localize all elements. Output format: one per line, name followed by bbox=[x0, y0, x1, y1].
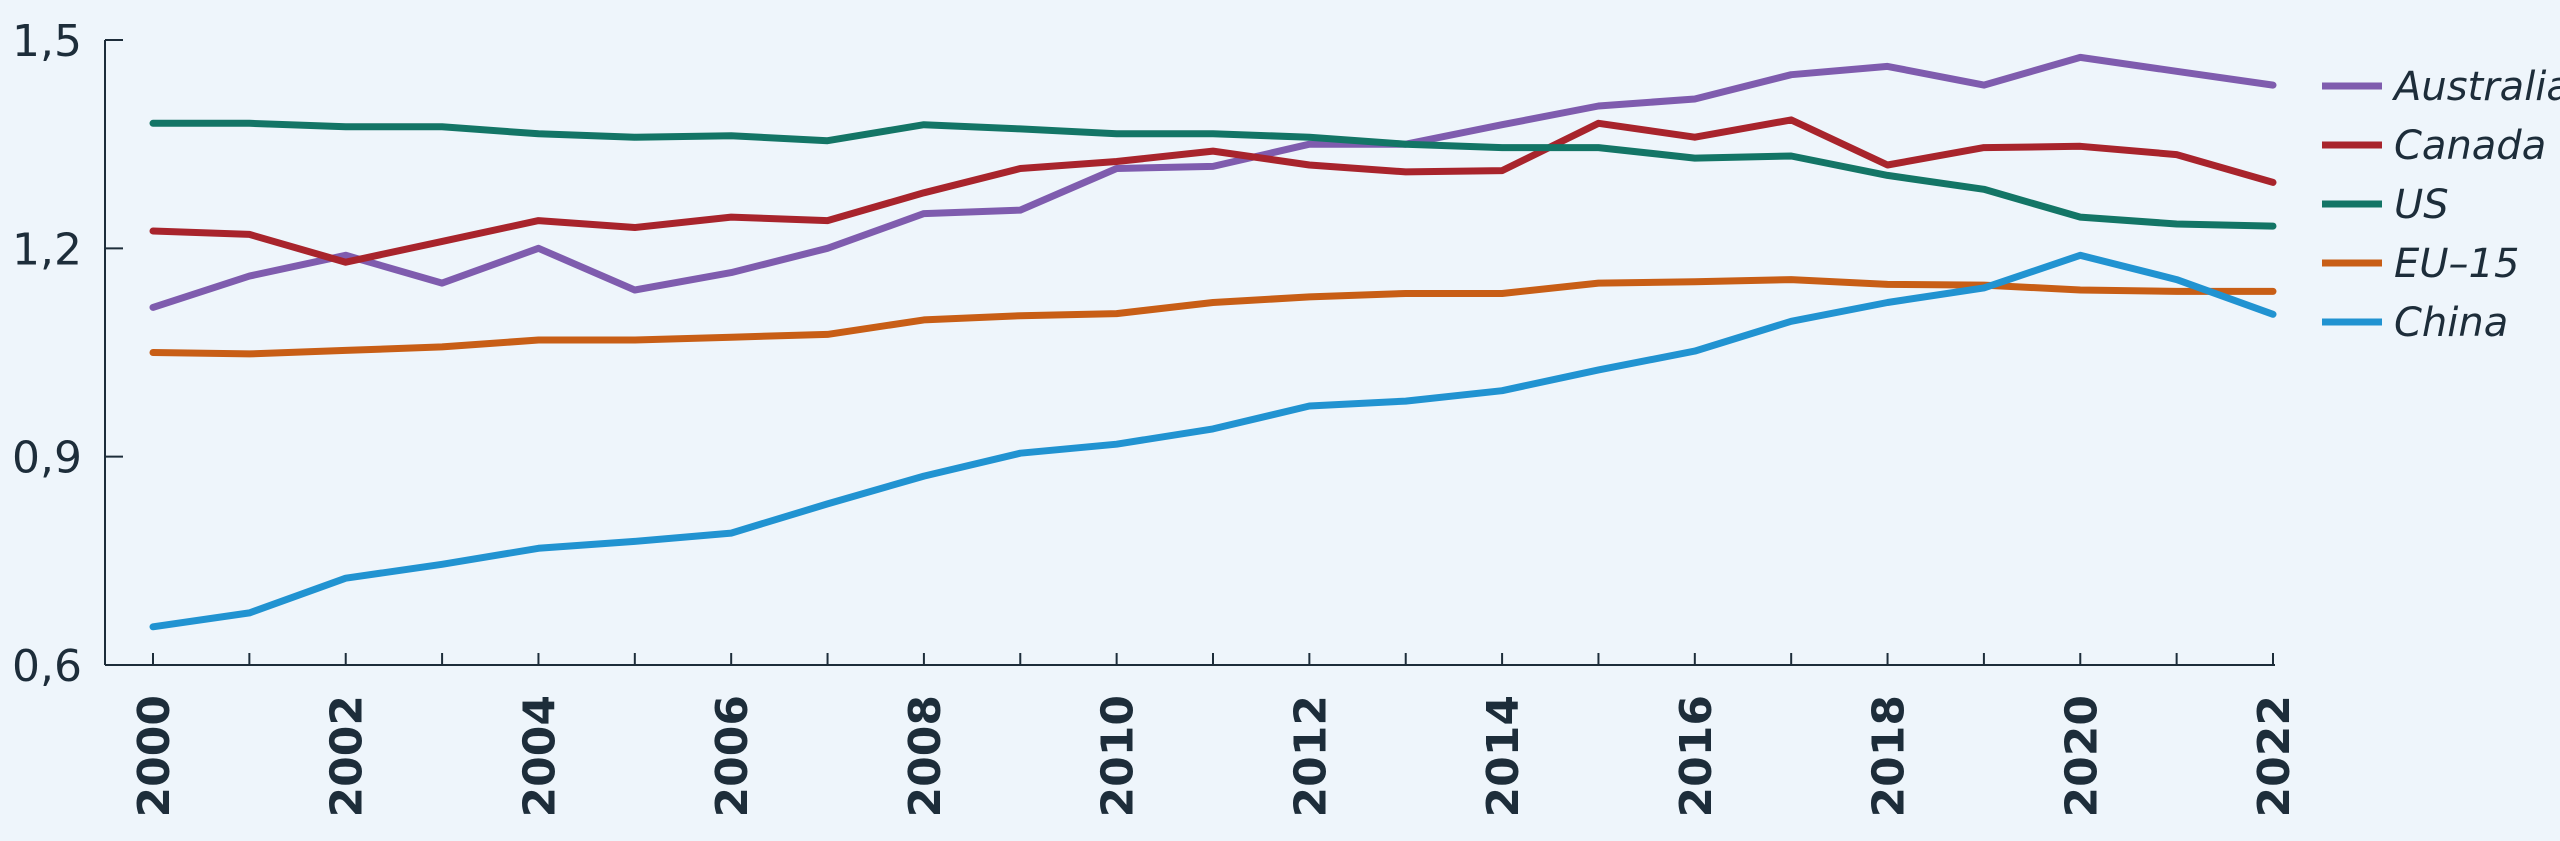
series-line-eu-15 bbox=[149, 276, 2277, 358]
y-tick-label: 0,9 bbox=[12, 433, 82, 484]
x-tick-label: 2020 bbox=[2056, 695, 2107, 817]
legend-label-china: China bbox=[2394, 300, 2508, 346]
x-tick-label: 2000 bbox=[129, 695, 180, 817]
chart-legend: Australia Canada US EU–15 China bbox=[2322, 64, 2560, 346]
series-line-australia bbox=[149, 53, 2277, 311]
chart-axes: 0,6 0,9 1,2 1,5 2000 2002 2004 2006 2008 2010 2012… bbox=[12, 16, 2300, 817]
legend-label-australia: Australia bbox=[2391, 64, 2560, 110]
chart-series bbox=[149, 53, 2277, 631]
x-tick-label: 2002 bbox=[322, 695, 373, 817]
x-tick-label: 2014 bbox=[1478, 695, 1529, 817]
y-tick-label: 0,6 bbox=[12, 641, 82, 692]
x-tick-label: 2008 bbox=[900, 695, 951, 817]
series-line-us bbox=[149, 119, 2277, 230]
x-tick-label: 2018 bbox=[1864, 695, 1915, 817]
x-tick-label: 2006 bbox=[707, 695, 758, 817]
legend-label-us: US bbox=[2394, 182, 2449, 228]
series-line-canada bbox=[149, 116, 2277, 266]
x-tick-label: 2010 bbox=[1093, 695, 1144, 817]
legend-label-eu-15: EU–15 bbox=[2394, 241, 2519, 287]
legend-label-canada: Canada bbox=[2394, 123, 2546, 169]
y-tick-label: 1,2 bbox=[12, 224, 82, 275]
x-tick-label: 2004 bbox=[514, 695, 565, 817]
x-tick-label: 2016 bbox=[1671, 695, 1722, 817]
series-line-china bbox=[149, 251, 2277, 631]
y-tick-label: 1,5 bbox=[12, 16, 82, 67]
x-tick-label: 2012 bbox=[1285, 695, 1336, 817]
x-tick-label: 2022 bbox=[2249, 695, 2300, 817]
